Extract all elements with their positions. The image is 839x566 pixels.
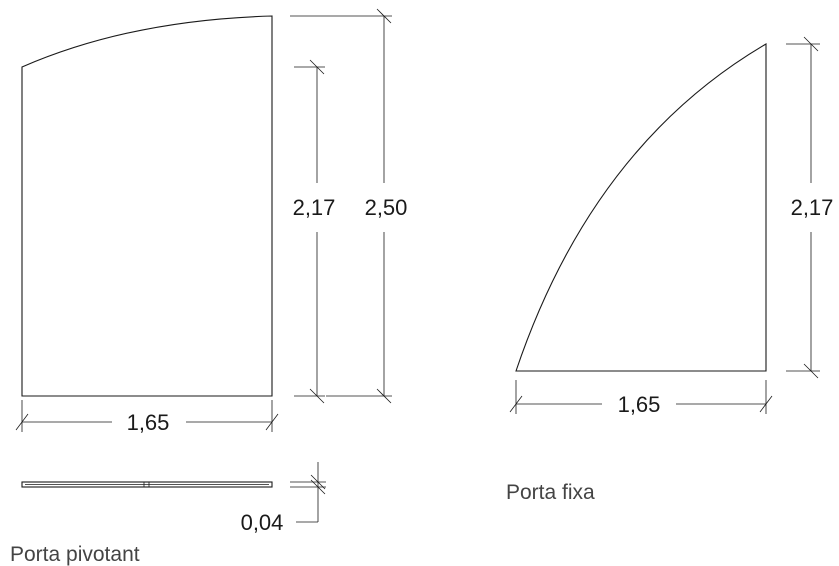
pivot-door-caption: Porta pivotant — [10, 543, 140, 566]
pivot-width-label: 1,65 — [127, 410, 170, 435]
fixed-door-elevation — [515, 43, 767, 372]
pivot-total-height-dimension — [290, 8, 392, 404]
pivot-thickness-dimension — [290, 462, 326, 523]
pivot-inner-height-label: 2,17 — [293, 195, 336, 220]
pivot-door-elevation — [21, 15, 273, 397]
pivot-door-section — [21, 481, 273, 488]
fixed-height-dimension — [786, 36, 820, 379]
pivot-width-dimension — [15, 400, 279, 432]
fixed-height-label: 2,17 — [791, 195, 834, 220]
fixed-width-label: 1,65 — [618, 392, 661, 417]
pivot-inner-height-dimension — [294, 59, 325, 404]
pivot-total-height-label: 2,50 — [365, 195, 408, 220]
pivot-thickness-label: 0,04 — [241, 510, 284, 535]
fixed-width-dimension — [509, 380, 773, 414]
fixed-door-caption: Porta fixa — [506, 481, 595, 504]
